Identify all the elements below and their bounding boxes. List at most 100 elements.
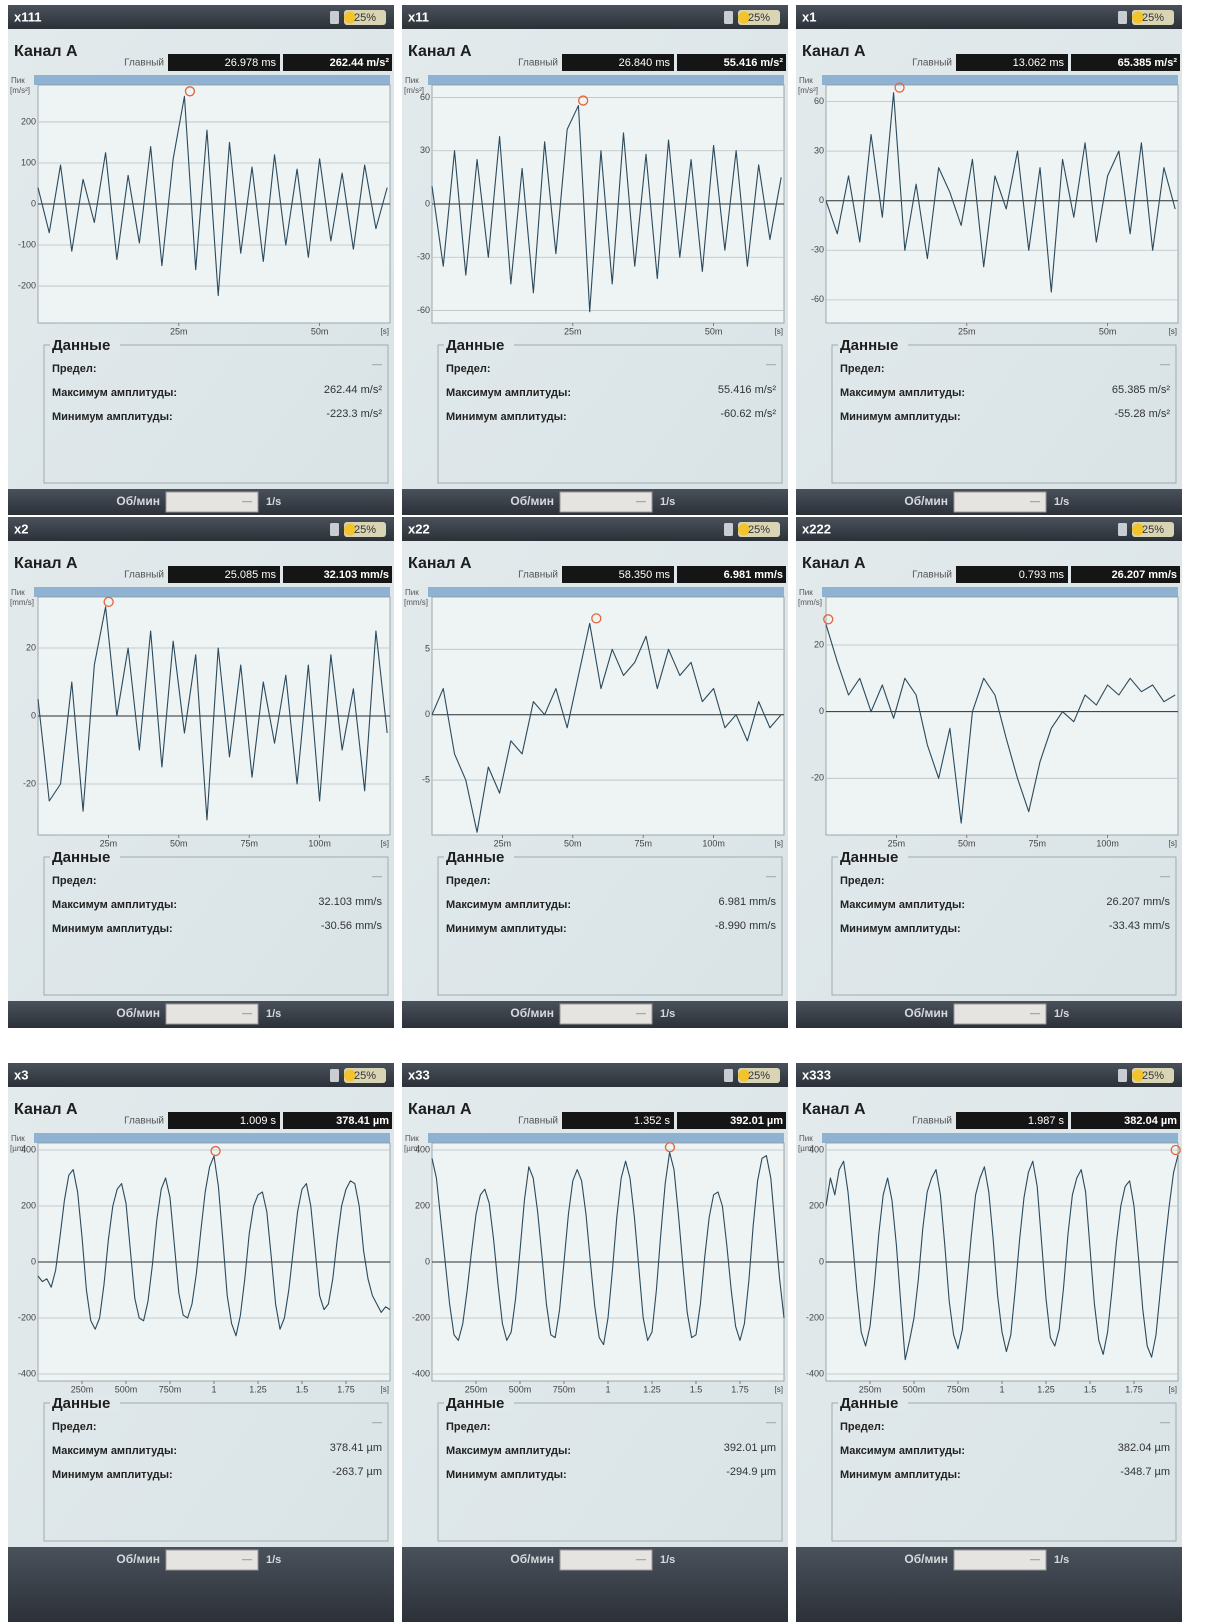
y-tick-label: 30 bbox=[814, 145, 824, 155]
main-label: Главный bbox=[912, 570, 952, 581]
x-tick-label: 1.5 bbox=[1084, 1384, 1097, 1394]
battery-level: 25% bbox=[748, 12, 770, 24]
min-value: -263.7 µm bbox=[332, 1466, 382, 1478]
y-tick-label: -200 bbox=[18, 1312, 36, 1322]
main-label: Главный bbox=[518, 58, 558, 69]
min-label: Минимум амплитуды: bbox=[840, 923, 961, 935]
y-tick-label: 0 bbox=[31, 710, 36, 720]
y-tick-label: 0 bbox=[425, 198, 430, 208]
cursor-time: 25.085 ms bbox=[225, 569, 277, 581]
rpm-label: Об/мин bbox=[510, 1006, 554, 1020]
max-value: 65.385 m/s² bbox=[1112, 384, 1170, 396]
x-tick-label: 25m bbox=[958, 326, 976, 336]
min-label: Минимум амплитуды: bbox=[446, 1469, 567, 1481]
y-tick-label: 0 bbox=[819, 195, 824, 205]
limit-label: Предел: bbox=[840, 363, 885, 375]
data-title: Данные bbox=[446, 337, 504, 354]
data-title: Данные bbox=[52, 849, 110, 866]
max-value: 382.04 µm bbox=[1118, 1442, 1170, 1454]
max-label: Максимум амплитуды: bbox=[840, 899, 965, 911]
y-axis-unit: [mm/s] bbox=[10, 598, 34, 607]
cursor-value: 32.103 mm/s bbox=[324, 569, 389, 581]
max-label: Максимум амплитуды: bbox=[840, 1445, 965, 1457]
y-axis-label: Пик bbox=[799, 1134, 813, 1143]
x-tick-label: 100m bbox=[1096, 838, 1119, 848]
y-tick-label: 400 bbox=[415, 1144, 430, 1154]
x-axis-unit: [s] bbox=[381, 839, 389, 848]
battery-icon bbox=[330, 1069, 339, 1082]
y-axis-unit: [m/s²] bbox=[798, 86, 818, 95]
x-tick-label: 75m bbox=[240, 838, 258, 848]
cursor-time: 58.350 ms bbox=[619, 569, 671, 581]
plot-strip bbox=[822, 75, 1178, 85]
rpm-input-value: — bbox=[242, 1009, 252, 1020]
x-tick-label: 1.75 bbox=[337, 1384, 355, 1394]
rpm-input-value: — bbox=[242, 1555, 252, 1566]
cursor-time: 0.793 ms bbox=[1019, 569, 1065, 581]
x-tick-label: 25m bbox=[494, 838, 512, 848]
y-tick-label: -400 bbox=[18, 1368, 36, 1378]
limit-value: — bbox=[766, 1418, 776, 1429]
rpm-unit: 1/s bbox=[1054, 1008, 1069, 1020]
cursor-time: 13.062 ms bbox=[1013, 57, 1065, 69]
x-tick-label: 250m bbox=[859, 1384, 882, 1394]
battery-level: 25% bbox=[1142, 524, 1164, 536]
min-label: Минимум амплитуды: bbox=[52, 1469, 173, 1481]
max-label: Максимум амплитуды: bbox=[52, 1445, 177, 1457]
y-axis-label: Пик bbox=[11, 1134, 25, 1143]
x-tick-label: 75m bbox=[1028, 838, 1046, 848]
y-tick-label: 200 bbox=[21, 1200, 36, 1210]
max-value: 378.41 µm bbox=[330, 1442, 382, 1454]
battery-icon bbox=[330, 523, 339, 536]
channel-label: Канал А bbox=[14, 555, 78, 572]
rpm-input-value: — bbox=[636, 497, 646, 508]
limit-label: Предел: bbox=[52, 1421, 97, 1433]
x-tick-label: 75m bbox=[634, 838, 652, 848]
y-tick-label: 0 bbox=[31, 1256, 36, 1266]
limit-label: Предел: bbox=[52, 875, 97, 887]
x-tick-label: 500m bbox=[903, 1384, 926, 1394]
min-label: Минимум амплитуды: bbox=[446, 923, 567, 935]
device-screen: x1125%Канал АГлавный26.840 ms55.416 m/s²… bbox=[402, 5, 788, 515]
battery-icon bbox=[1118, 1069, 1127, 1082]
cursor-value: 378.41 µm bbox=[336, 1115, 389, 1127]
min-value: -60.62 m/s² bbox=[720, 408, 776, 420]
rpm-label: Об/мин bbox=[116, 1552, 160, 1566]
rpm-input-value: — bbox=[242, 497, 252, 508]
plot-strip bbox=[428, 1133, 784, 1143]
max-label: Максимум амплитуды: bbox=[446, 1445, 571, 1457]
y-tick-label: 60 bbox=[420, 92, 430, 102]
cursor-value: 6.981 mm/s bbox=[724, 569, 783, 581]
y-tick-label: -60 bbox=[811, 294, 824, 304]
x-tick-label: 100m bbox=[308, 838, 331, 848]
x-axis-unit: [s] bbox=[775, 327, 783, 336]
rpm-unit: 1/s bbox=[660, 1008, 675, 1020]
x-tick-label: 50m bbox=[311, 326, 329, 336]
y-tick-label: -5 bbox=[422, 774, 430, 784]
x-tick-label: 250m bbox=[465, 1384, 488, 1394]
main-label: Главный bbox=[124, 570, 164, 581]
x-axis-unit: [s] bbox=[1169, 839, 1177, 848]
y-axis-label: Пик bbox=[11, 76, 25, 85]
screen-title: x3 bbox=[14, 1067, 28, 1082]
min-value: -294.9 µm bbox=[726, 1466, 776, 1478]
data-title: Данные bbox=[840, 849, 898, 866]
x-tick-label: 25m bbox=[564, 326, 582, 336]
rpm-label: Об/мин bbox=[904, 494, 948, 508]
battery-icon bbox=[330, 11, 339, 24]
y-axis-label: Пик bbox=[405, 1134, 419, 1143]
screen-title: x33 bbox=[408, 1067, 430, 1082]
battery-level: 25% bbox=[354, 1070, 376, 1082]
data-title: Данные bbox=[840, 337, 898, 354]
screen-title: x1 bbox=[802, 9, 816, 24]
limit-value: — bbox=[372, 872, 382, 883]
channel-label: Канал А bbox=[802, 43, 866, 60]
rpm-label: Об/мин bbox=[510, 494, 554, 508]
limit-value: — bbox=[766, 360, 776, 371]
y-tick-label: -20 bbox=[23, 778, 36, 788]
battery-level: 25% bbox=[354, 12, 376, 24]
rpm-label: Об/мин bbox=[510, 1552, 554, 1566]
max-label: Максимум амплитуды: bbox=[446, 387, 571, 399]
rpm-label: Об/мин bbox=[904, 1552, 948, 1566]
